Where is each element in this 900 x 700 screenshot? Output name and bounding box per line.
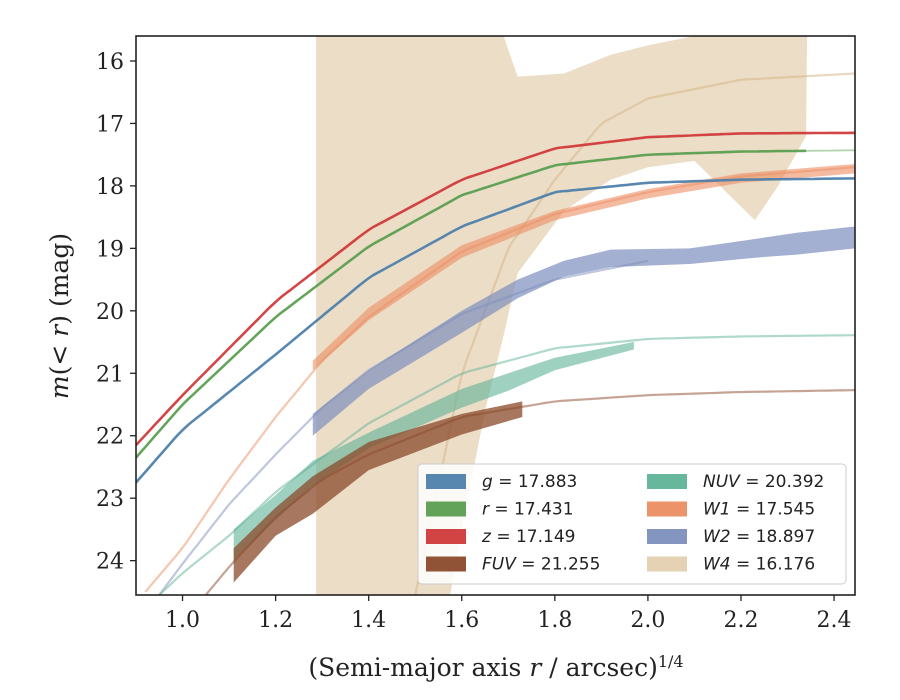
legend: g = 17.883 r = 17.431 z = 17.149 FUV = 21.2… [417, 463, 847, 585]
x-tick-label: 2.2 [723, 608, 758, 633]
model-line-w1 [144, 166, 855, 593]
x-tick-label: 1.8 [537, 608, 572, 633]
band-fuv [233, 401, 523, 583]
legend-swatch [647, 529, 687, 544]
legend-item-w1: W1 = 17.545 [647, 500, 815, 520]
series-z [136, 131, 855, 446]
series-fuv [204, 389, 855, 595]
legend-label: W4 = 16.176 [703, 555, 815, 575]
legend-swatch [647, 474, 687, 489]
y-tick-label: 20 [96, 300, 124, 325]
band-w2 [312, 226, 855, 436]
legend-item-w2: W2 = 18.897 [647, 527, 815, 547]
legend-item-r: r = 17.431 [426, 500, 574, 520]
legend-swatch [647, 556, 687, 572]
y-tick-label: 16 [96, 50, 124, 75]
legend-label: r = 17.431 [482, 500, 574, 520]
legend-item-fuv: FUV = 21.255 [426, 555, 600, 575]
y-tick-label: 24 [96, 550, 124, 575]
y-axis-label: m(< r) (mag) [45, 233, 74, 399]
legend-item-g: g = 17.883 [426, 472, 577, 492]
plot-frame [135, 35, 856, 596]
legend-swatch [426, 501, 466, 517]
y-tick-label: 21 [96, 362, 124, 387]
band-w4 [316, 36, 808, 595]
x-axis-label: (Semi-major axis r / arcsec)1/4 [308, 652, 683, 683]
legend-item-z: z = 17.149 [426, 527, 575, 547]
data-line-g [136, 177, 855, 484]
legend-swatch [647, 501, 687, 517]
x-tick-label: 1.4 [351, 608, 386, 633]
x-tick-label: 1.6 [444, 608, 479, 633]
model-line-fuv [204, 389, 855, 595]
data-line-z [136, 131, 855, 446]
model-line-nuv [158, 334, 855, 595]
band-w1 [312, 164, 855, 371]
legend-swatch [426, 556, 466, 572]
legend-label: FUV = 21.255 [482, 555, 600, 575]
x-tick-label: 1.0 [165, 608, 200, 633]
y-tick-label: 23 [96, 487, 124, 512]
series-g [136, 177, 855, 484]
x-tick-label: 2.0 [630, 608, 665, 633]
y-tick-label: 19 [96, 237, 124, 262]
series-w1 [144, 164, 855, 593]
y-tick-label: 17 [96, 112, 124, 137]
legend-label: W2 = 18.897 [703, 527, 815, 547]
axes-layer: 1.0 1.2 1.4 1.6 1.8 2.0 2.2 2.4 16 17 18 19 20 21 22 23… [96, 35, 856, 633]
x-tick-label: 2.4 [817, 608, 852, 633]
model-line-w2 [158, 259, 649, 595]
axis-titles: m(< r) (mag) (Semi-major axis r / arcsec… [45, 233, 684, 682]
y-tick-label: 18 [96, 175, 124, 200]
legend-swatch [426, 474, 466, 489]
legend-label: g = 17.883 [482, 472, 577, 492]
series-r [136, 149, 855, 459]
legend-label: z = 17.149 [481, 527, 575, 547]
y-tick-label: 22 [96, 425, 124, 450]
legend-box [417, 463, 847, 585]
data-line-r [136, 149, 807, 459]
series-nuv [158, 334, 855, 595]
legend-swatch [426, 529, 466, 544]
x-tick-label: 1.2 [258, 608, 293, 633]
data-layer [136, 36, 855, 595]
series-w2 [158, 226, 855, 595]
legend-item-w4: W4 = 16.176 [647, 555, 815, 575]
legend-label: NUV = 20.392 [703, 472, 824, 492]
legend-label: W1 = 17.545 [703, 500, 815, 520]
legend-item-nuv: NUV = 20.392 [647, 472, 824, 492]
